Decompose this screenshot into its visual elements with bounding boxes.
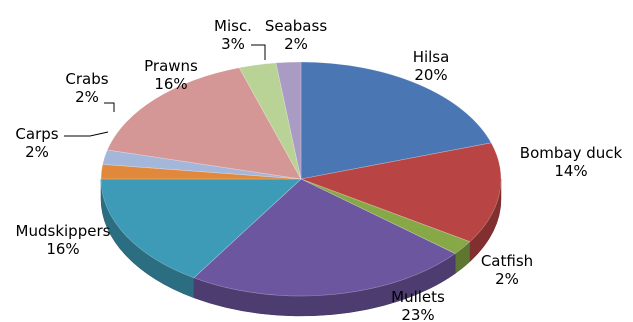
label-carps: Carps	[15, 125, 58, 143]
pie-slices	[100, 61, 502, 297]
slice-hilsa	[300, 61, 492, 180]
label-misc: Misc.	[214, 17, 252, 35]
label-value-prawns: 16%	[154, 75, 187, 93]
label-mullets: Mullets	[391, 288, 445, 306]
label-value-bombay-duck: 14%	[554, 162, 587, 180]
slice-catfish	[300, 178, 471, 254]
slice-prawns	[106, 67, 302, 180]
label-mudskippers: Mudskippers	[16, 222, 111, 240]
leader-line-misc	[251, 44, 266, 60]
label-value-mullets: 23%	[401, 306, 434, 322]
leader-line-crabs	[104, 102, 115, 112]
slice-mudskippers	[100, 178, 302, 279]
slice-misc	[238, 62, 302, 180]
slice-crabs	[102, 149, 302, 180]
leader-line-carps	[64, 131, 109, 137]
label-prawns: Prawns	[144, 57, 198, 75]
label-crabs: Crabs	[65, 70, 108, 88]
label-catfish: Catfish	[481, 252, 533, 270]
label-value-crabs: 2%	[75, 88, 99, 106]
slice-mullets	[193, 178, 456, 297]
label-value-misc: 3%	[221, 35, 245, 53]
label-value-carps: 2%	[25, 143, 49, 161]
slice-carps	[100, 164, 302, 180]
slice-seabass	[275, 61, 302, 180]
label-value-hilsa: 20%	[414, 66, 447, 84]
label-bombay-duck: Bombay duck	[520, 144, 623, 162]
label-seabass: Seabass	[265, 17, 327, 35]
label-value-seabass: 2%	[284, 35, 308, 53]
label-value-catfish: 2%	[495, 270, 519, 288]
label-value-mudskippers: 16%	[46, 240, 79, 258]
label-hilsa: Hilsa	[413, 48, 450, 66]
slice-bombay-duck	[299, 142, 502, 243]
